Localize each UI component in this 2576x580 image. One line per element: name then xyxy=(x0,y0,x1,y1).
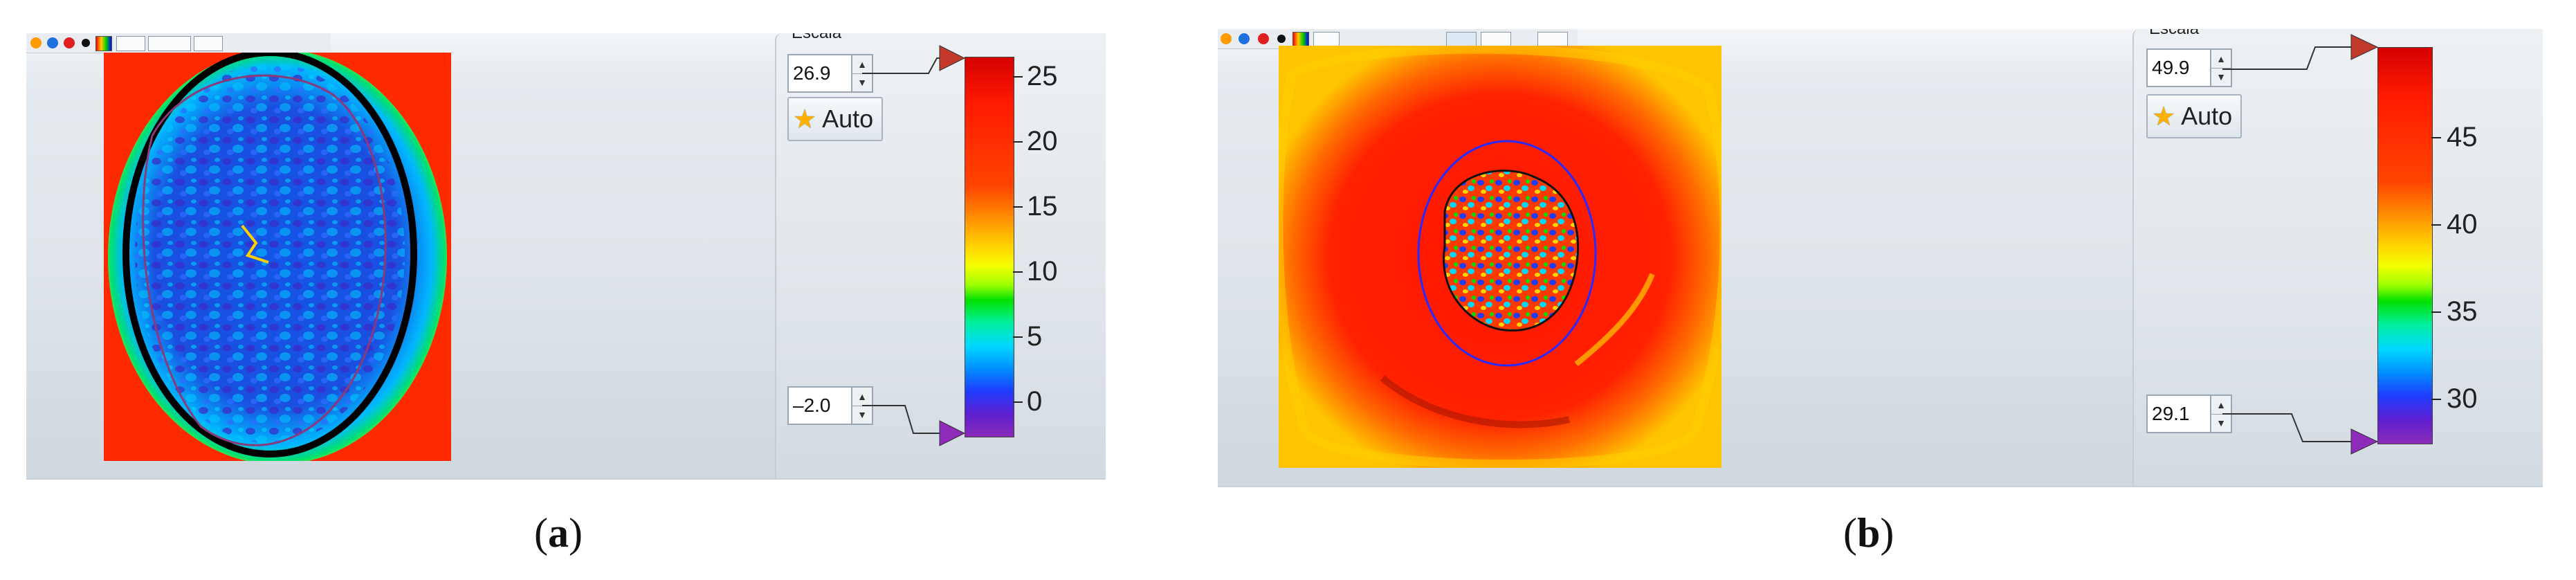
panel-a: Escala 26.9 ▲▼ ★ Auto –2.0 ▲▼ 25 20 15 xyxy=(26,33,1106,480)
stats-icon[interactable] xyxy=(194,36,223,51)
panel-b: Escala 49.9 ▲▼ ★ Auto 29.1 ▲▼ 45 40 35 xyxy=(1218,29,2543,487)
min-marker-icon xyxy=(939,420,966,446)
caption-paren: ) xyxy=(1880,510,1894,556)
min-value-field[interactable]: –2.0 xyxy=(787,386,852,425)
tick-mark xyxy=(2431,311,2441,313)
stats-icon[interactable] xyxy=(1537,32,1568,47)
max-marker-icon xyxy=(2350,34,2379,60)
star-icon: ★ xyxy=(2152,102,2176,132)
red-dot-icon[interactable] xyxy=(64,37,75,48)
tick-label: 0 xyxy=(1027,386,1043,417)
tick-mark xyxy=(1013,336,1023,338)
auto-button[interactable]: ★ Auto xyxy=(2146,94,2242,138)
max-value-field[interactable]: 26.9 xyxy=(787,54,852,93)
thermogram-image-b xyxy=(1279,46,1721,468)
max-value-field[interactable]: 49.9 xyxy=(2146,48,2211,87)
view-toggle-icon[interactable] xyxy=(1446,32,1477,47)
tick-label: 30 xyxy=(2447,383,2478,414)
scale-ticks-a: 25 20 15 10 5 0 xyxy=(1013,57,1103,436)
caption-a: (a) xyxy=(534,509,583,557)
grid-icon[interactable] xyxy=(1313,32,1340,47)
star-icon: ★ xyxy=(793,105,817,134)
tick-label: 5 xyxy=(1027,321,1043,352)
min-value-spinner[interactable]: –2.0 ▲ ▼ xyxy=(787,386,873,425)
tick-label: 10 xyxy=(1027,256,1058,287)
min-marker-icon xyxy=(2350,428,2379,455)
orange-dot-icon[interactable] xyxy=(30,37,42,48)
tick-mark xyxy=(1013,141,1023,143)
palette-icon[interactable] xyxy=(95,36,112,51)
orange-dot-icon[interactable] xyxy=(1221,33,1232,44)
link-icon[interactable] xyxy=(1481,32,1511,47)
caption-b: (b) xyxy=(1843,509,1894,557)
red-dot-icon[interactable] xyxy=(1258,33,1269,44)
tick-label: 40 xyxy=(2447,209,2478,239)
scale-panel-b: Escala 49.9 ▲▼ ★ Auto 29.1 ▲▼ 45 40 35 xyxy=(2132,29,2543,486)
tick-label: 25 xyxy=(1027,61,1058,91)
grid-icon[interactable] xyxy=(116,36,145,51)
tick-mark xyxy=(1013,271,1023,273)
up-down-arrows-icon[interactable]: ▲ ▼ xyxy=(2211,48,2232,87)
color-scale-bar xyxy=(2377,47,2433,444)
color-scale-bar xyxy=(965,57,1014,437)
marker-lines-a xyxy=(862,45,966,446)
tick-label: 15 xyxy=(1027,191,1058,221)
black-dot-icon[interactable] xyxy=(1277,35,1286,43)
scale-title: Escala xyxy=(2149,29,2199,39)
palette-icon[interactable] xyxy=(1292,32,1309,47)
blue-dot-icon[interactable] xyxy=(1239,33,1250,44)
caption-letter: a xyxy=(547,510,569,556)
tick-label: 35 xyxy=(2447,296,2478,327)
auto-button[interactable]: ★ Auto xyxy=(787,97,884,141)
caption-paren: ( xyxy=(1843,510,1857,556)
scale-ticks-b: 45 40 35 30 xyxy=(2431,47,2535,443)
marker-lines-b xyxy=(2222,34,2379,455)
tick-mark xyxy=(2431,137,2441,138)
caption-paren: ) xyxy=(568,510,583,556)
tick-mark xyxy=(1013,76,1023,78)
tick-label: 45 xyxy=(2447,122,2478,152)
black-dot-icon[interactable] xyxy=(82,39,90,47)
tick-mark xyxy=(2431,224,2441,226)
min-value-field[interactable]: 29.1 xyxy=(2146,395,2211,433)
tick-mark xyxy=(1013,206,1023,208)
scale-panel-a: Escala 26.9 ▲▼ ★ Auto –2.0 ▲▼ 25 20 15 xyxy=(775,33,1106,478)
auto-button-label: Auto xyxy=(822,105,874,133)
scale-title: Escala xyxy=(792,33,841,43)
auto-button-label: Auto xyxy=(2181,102,2233,130)
caption-paren: ( xyxy=(534,510,548,556)
max-value-spinner[interactable]: 49.9 ▲ ▼ xyxy=(2146,48,2232,87)
tick-mark xyxy=(2431,399,2441,400)
max-marker-icon xyxy=(939,45,966,71)
max-value-spinner[interactable]: 26.9 ▲ ▼ xyxy=(787,54,873,93)
tick-label: 20 xyxy=(1027,126,1058,156)
toolbar-a xyxy=(26,33,331,53)
tick-mark xyxy=(1013,401,1023,403)
caption-letter: b xyxy=(1856,510,1881,556)
thermogram-image-a xyxy=(104,53,451,461)
view-toggle-icon[interactable] xyxy=(148,36,191,51)
blue-dot-icon[interactable] xyxy=(47,37,58,48)
